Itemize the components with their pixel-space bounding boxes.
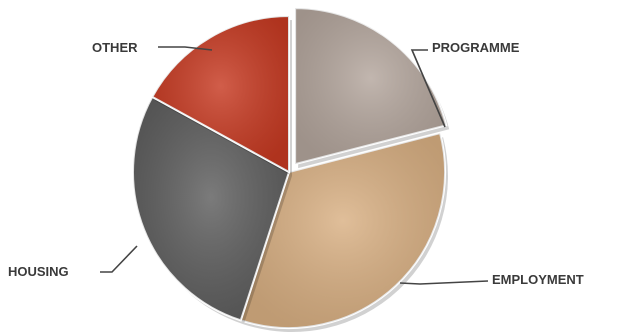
slice-shading [152,16,289,172]
slice-labels: PROGRAMME EMPLOYMENT HOUSING OTHER [8,40,584,287]
slice-shading [295,8,447,165]
slice-shading [240,133,445,328]
pie-slices [132,7,450,332]
leader-line-programme [410,49,446,128]
slice-shading [132,96,289,321]
leader-line-other [158,46,213,51]
slice-label-housing: HOUSING [8,264,69,279]
slice-label-employment: EMPLOYMENT [492,272,584,287]
leader-line-employment [399,280,489,285]
leader-line-housing [100,245,138,273]
slice-label-other: OTHER [92,40,138,55]
slice-label-programme: PROGRAMME [432,40,520,55]
